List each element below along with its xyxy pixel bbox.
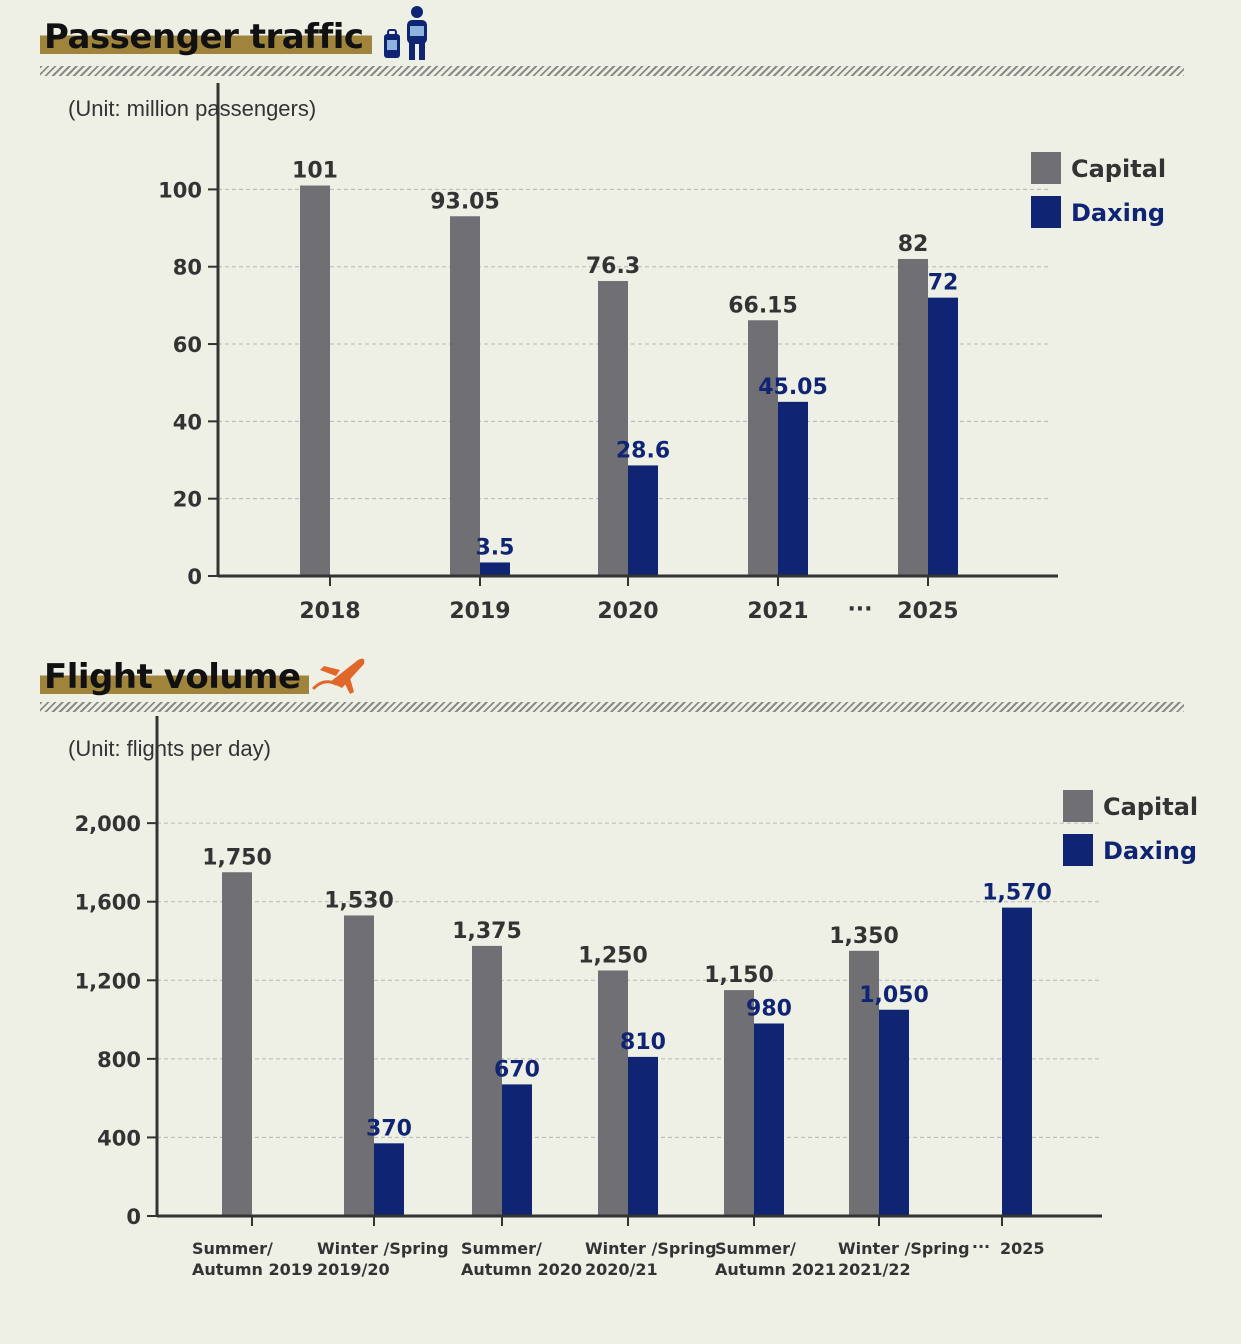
y-tick-label: 40 (173, 410, 202, 434)
bar-daxing (754, 1023, 784, 1216)
y-tick-label: 100 (158, 178, 202, 202)
x-category-label: 2020/21 (585, 1260, 658, 1279)
value-label-daxing: 810 (620, 1030, 666, 1055)
passenger-chart: 0 20 40 60 80 100 101 2018 93.05 3.5 2019 76.3 28.6 2… (158, 83, 1166, 624)
x-category-label: 2019/20 (317, 1260, 390, 1279)
value-label-capital: 1,350 (829, 924, 899, 949)
x-ellipsis-label: ··· (972, 1237, 990, 1256)
bar-daxing (778, 401, 808, 576)
y-tick-label: 1,200 (75, 969, 141, 993)
x-category-label: Winter /Spring (317, 1239, 449, 1258)
airplane-icon (312, 658, 365, 694)
x-category-label: 2025 (1000, 1239, 1045, 1258)
bar-capital (222, 872, 252, 1216)
y-tick-label: 0 (126, 1205, 141, 1229)
y-tick-label: 1,600 (75, 891, 141, 915)
value-label-daxing: 670 (494, 1057, 540, 1082)
x-category-label: Summer/ (715, 1239, 796, 1258)
x-category-label: 2019 (449, 599, 510, 624)
value-label-capital: 93.05 (430, 189, 500, 214)
legend-label-daxing: Daxing (1103, 837, 1197, 865)
bar-capital (598, 970, 628, 1216)
legend-label-capital: Capital (1103, 793, 1198, 821)
x-category-label: 2020 (597, 599, 658, 624)
x-category-label: Winter /Spring (838, 1239, 970, 1258)
bar-daxing (502, 1084, 532, 1216)
value-label-daxing: 72 (928, 271, 959, 296)
value-label-capital: 82 (898, 232, 929, 257)
flight-divider (40, 702, 1184, 712)
y-tick-label: 400 (97, 1126, 141, 1150)
x-category-label: Summer/ (192, 1239, 273, 1258)
legend-swatch-capital (1031, 152, 1061, 184)
value-label-capital: 1,530 (324, 888, 394, 913)
value-label-daxing: 45.05 (758, 375, 828, 400)
flight-unit-label: (Unit: flights per day) (68, 736, 271, 761)
x-category-label: Autumn 2020 (461, 1260, 582, 1279)
bar-daxing (928, 297, 958, 576)
bar-capital (849, 950, 879, 1216)
flight-chart: 0 400 800 1,200 1,600 2,000 1,750 Summer/Autumn… (75, 716, 1198, 1279)
value-label-capital: 1,750 (202, 845, 272, 870)
luggage-traveler-icon (384, 6, 427, 60)
value-label-capital: 66.15 (728, 293, 798, 318)
value-label-capital: 1,250 (578, 943, 648, 968)
x-category-label: 2018 (299, 599, 360, 624)
y-tick-label: 800 (97, 1048, 141, 1072)
legend-swatch-daxing (1063, 834, 1093, 866)
passenger-section-title: Passenger traffic (40, 20, 372, 54)
bar-daxing (374, 1143, 404, 1216)
y-tick-label: 0 (187, 565, 202, 589)
bar-capital (300, 185, 330, 576)
x-category-label: 2025 (897, 599, 958, 624)
y-tick-label: 20 (173, 488, 202, 512)
value-label-capital: 1,375 (452, 919, 522, 944)
bar-daxing (628, 465, 658, 576)
bar-capital (450, 216, 480, 576)
bar-daxing (1002, 907, 1032, 1216)
bar-capital (598, 281, 628, 576)
x-category-label: Autumn 2019 (192, 1260, 313, 1279)
bar-capital (724, 990, 754, 1216)
x-category-label: 2021/22 (838, 1260, 911, 1279)
y-tick-label: 2,000 (75, 812, 141, 836)
legend-label-daxing: Daxing (1071, 199, 1165, 227)
x-category-label: Summer/ (461, 1239, 542, 1258)
bar-capital (748, 320, 778, 576)
value-label-daxing: 28.6 (616, 438, 670, 463)
value-label-daxing: 1,050 (859, 983, 929, 1008)
x-ellipsis-label: ··· (847, 597, 872, 622)
y-tick-label: 60 (173, 333, 202, 357)
value-label-daxing: 980 (746, 997, 792, 1022)
x-category-label: 2021 (747, 599, 808, 624)
value-label-daxing: 1,570 (982, 881, 1052, 906)
legend-swatch-daxing (1031, 196, 1061, 228)
legend-swatch-capital (1063, 790, 1093, 822)
bar-daxing (879, 1009, 909, 1216)
bar-daxing (628, 1056, 658, 1216)
x-category-label: Winter /Spring (585, 1239, 717, 1258)
y-tick-label: 80 (173, 256, 202, 280)
value-label-capital: 1,150 (704, 963, 774, 988)
passenger-unit-label: (Unit: million passengers) (68, 96, 317, 121)
value-label-capital: 101 (292, 159, 338, 184)
value-label-capital: 76.3 (586, 254, 640, 279)
value-label-daxing: 370 (366, 1116, 412, 1141)
bar-capital (344, 915, 374, 1216)
passenger-divider (40, 66, 1184, 76)
bar-capital (898, 258, 928, 576)
x-category-label: Autumn 2021 (715, 1260, 836, 1279)
bar-daxing (480, 562, 510, 576)
legend-label-capital: Capital (1071, 155, 1166, 183)
bar-capital (472, 945, 502, 1216)
value-label-daxing: 3.5 (476, 535, 515, 560)
flight-section-title: Flight volume (40, 660, 309, 694)
